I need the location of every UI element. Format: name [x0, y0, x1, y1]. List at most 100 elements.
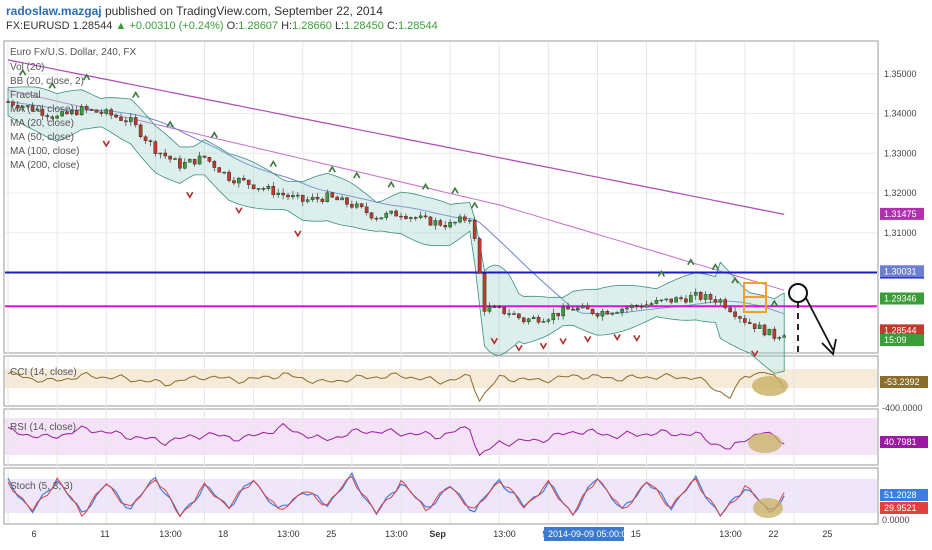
horizontal-lines[interactable] — [5, 271, 877, 308]
fractal-up-icon — [132, 91, 140, 99]
candle-body — [772, 328, 777, 339]
candle-body — [438, 220, 443, 226]
candle-body — [389, 210, 393, 214]
candle-body — [708, 294, 713, 300]
candle-body — [364, 206, 369, 214]
candle-body — [192, 158, 197, 165]
candle-body — [296, 194, 300, 197]
rsi-highlight[interactable] — [748, 433, 782, 453]
time-tick: 6 — [31, 529, 36, 539]
candle-body — [11, 101, 15, 106]
candle-body — [733, 311, 737, 317]
symbol-label[interactable]: FX:EURUSD — [6, 20, 70, 32]
candle-body — [70, 110, 74, 115]
candles — [6, 98, 786, 342]
indicator-label: MA (20, close) — [10, 118, 74, 129]
cci-value: -53.2392 — [884, 377, 920, 387]
time-tick: 13:00 — [277, 529, 300, 539]
author-link[interactable]: radoslaw.mazgaj — [6, 4, 102, 18]
indicator-label: BB (20, close, 2) — [10, 76, 84, 87]
candle-body — [237, 178, 241, 184]
candle-body — [580, 305, 585, 309]
publish-text: published on TradingView.com, September … — [104, 4, 383, 18]
candle-body — [492, 306, 497, 308]
vertical-grid — [7, 42, 795, 523]
fractal-up-icon — [82, 73, 91, 81]
stoch-highlight[interactable] — [753, 498, 783, 518]
candle-body — [409, 217, 413, 219]
candle-body — [546, 319, 551, 322]
candle-body — [114, 114, 118, 118]
fractal-up-icon — [353, 171, 361, 179]
candle-body — [723, 299, 728, 309]
orange-box-drawing[interactable] — [743, 282, 767, 313]
fractal-down-icon — [490, 337, 499, 345]
rsi-title: RSI (14, close) — [10, 422, 76, 433]
candle-body — [232, 180, 236, 184]
fractals — [19, 68, 779, 358]
price-label-badge — [880, 324, 924, 337]
cci-title: CCI (14, close) — [10, 367, 77, 378]
fractal-down-icon — [583, 335, 592, 343]
candle-body — [222, 171, 226, 174]
bollinger-band — [7, 86, 785, 374]
fractal-up-icon — [451, 186, 459, 194]
candle-body — [335, 196, 339, 201]
candle-body — [276, 192, 280, 195]
candle-body — [605, 310, 610, 315]
candle-body — [590, 308, 595, 314]
cci-band — [5, 369, 877, 388]
candle-body — [689, 295, 693, 303]
candle-body — [482, 273, 487, 312]
rsi-value: 40.7981 — [884, 437, 917, 447]
candle-body — [138, 124, 143, 137]
candle-body — [40, 108, 45, 116]
cci-highlight[interactable] — [752, 376, 788, 396]
candle-body — [585, 305, 590, 310]
candle-body — [679, 297, 683, 299]
chart-area[interactable]: 1.300001.310001.320001.330001.340001.350… — [0, 38, 932, 550]
stoch-d-line — [7, 476, 785, 518]
candle-body — [693, 292, 698, 296]
time-tick: 13:00 — [719, 529, 742, 539]
candle-body — [148, 140, 153, 142]
fractal-down-icon — [235, 207, 243, 215]
candle-body — [79, 106, 84, 116]
candle-body — [413, 217, 418, 219]
candle-body — [399, 215, 403, 218]
low-label: L: — [334, 20, 345, 32]
candle-body — [428, 216, 433, 226]
candle-body — [158, 152, 163, 155]
candle-body — [124, 120, 128, 123]
arrow-drawing[interactable] — [805, 297, 834, 351]
high-label: H: — [281, 20, 293, 32]
candle-body — [305, 199, 310, 202]
time-axis[interactable]: 61113:001813:002513:00Sep13:0091513:0022… — [31, 529, 832, 539]
candle-body — [109, 109, 113, 116]
candle-body — [463, 216, 467, 221]
candle-body — [752, 323, 757, 329]
candle-body — [241, 178, 246, 181]
candle-body — [747, 322, 752, 324]
indicator-label: MA (50, close) — [10, 132, 74, 143]
candle-body — [610, 312, 615, 315]
candle-body — [129, 117, 133, 123]
candle-body — [517, 313, 521, 319]
price-label-badge — [880, 292, 924, 305]
indicator-label: MA (10, close) — [10, 104, 74, 115]
cci-line — [7, 370, 785, 403]
fractal-up-icon — [387, 180, 395, 188]
candle-body — [743, 318, 747, 323]
candle-body — [458, 216, 462, 223]
price-tick: 1.35000 — [884, 69, 917, 79]
candle-body — [502, 307, 506, 314]
candle-body — [526, 318, 531, 323]
candle-body — [728, 307, 732, 313]
candle-body — [60, 111, 64, 117]
candle-body — [261, 188, 266, 190]
price-label-text: 1.30031 — [884, 266, 917, 276]
indicator-label: MA (100, close) — [10, 146, 79, 157]
candle-body — [183, 162, 187, 169]
candle-body — [472, 219, 477, 239]
